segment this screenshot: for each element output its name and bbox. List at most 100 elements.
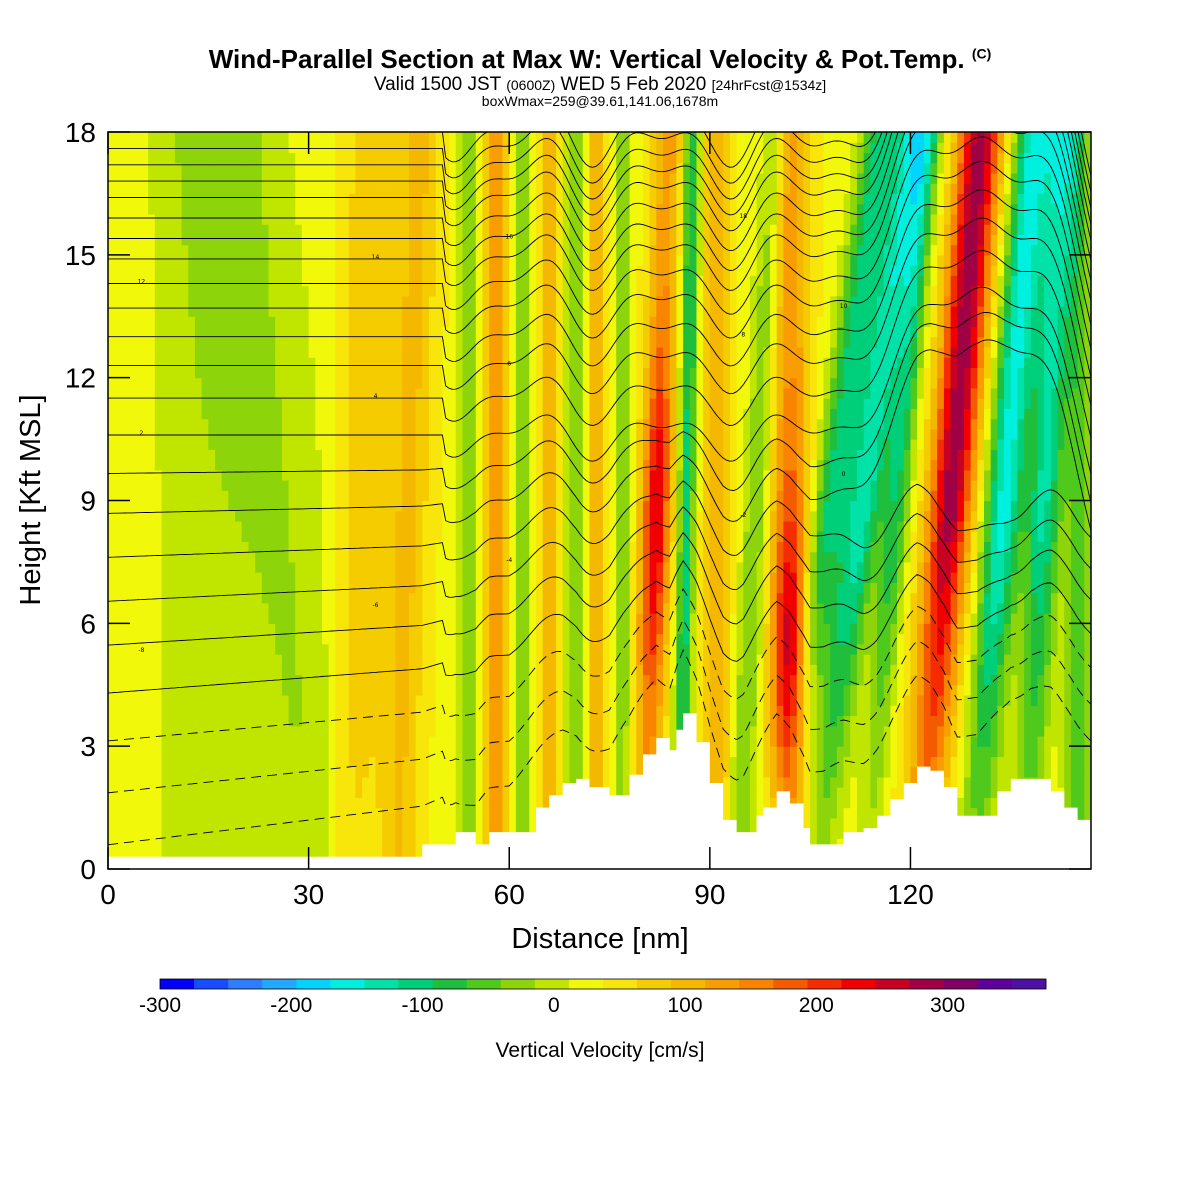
field-cell [255,572,263,583]
field-cell [449,203,457,215]
field-cell [415,193,423,205]
field-cell [154,224,163,235]
field-cell [515,183,524,195]
field-cell [154,408,163,420]
field-cell [208,561,216,573]
field-cell [502,746,510,758]
field-cell [261,224,270,235]
field-cell [174,561,183,573]
field-cell [235,428,243,440]
field-cell [408,490,417,502]
field-cell [201,285,209,297]
field-cell [214,582,223,594]
field-cell [141,459,149,471]
field-cell [422,377,430,389]
field-cell [308,459,316,471]
field-cell [141,387,149,399]
field-cell [402,715,410,727]
field-cell [235,224,243,235]
field-cell [141,541,149,553]
field-cell [509,664,517,676]
field-cell [255,265,263,276]
field-cell [368,531,377,543]
field-cell [121,735,129,747]
field-cell [161,848,169,860]
field-cell [422,203,430,215]
field-cell [315,244,323,256]
field-cell [342,725,350,737]
field-cell [221,561,229,573]
field-cell [562,480,571,491]
field-cell [455,367,464,379]
field-cell [241,469,250,481]
field-cell [342,265,350,276]
field-cell [342,531,350,543]
field-cell [181,346,189,358]
field-cell [368,490,377,502]
field-cell [335,797,343,809]
field-cell [194,828,203,839]
field-cell [168,480,176,491]
field-cell [469,469,477,481]
field-cell [395,172,403,184]
field-cell [375,387,383,399]
field-cell [275,428,283,440]
field-cell [415,306,423,317]
field-cell [221,674,229,686]
field-cell [308,336,316,348]
field-cell [248,664,256,676]
field-cell [335,224,343,235]
field-cell [255,735,263,747]
field-cell [134,776,143,788]
field-cell [455,193,464,205]
field-cell [348,213,357,225]
field-cell [408,828,417,839]
field-cell [275,254,283,266]
field-cell [556,336,564,348]
field-cell [134,848,143,860]
field-cell [395,336,403,348]
field-cell [342,520,350,532]
field-cell [415,807,423,819]
field-cell [308,193,316,205]
field-cell [168,510,176,522]
field-cell [315,684,323,696]
field-cell [368,449,377,461]
field-cell [502,510,510,522]
field-cell [161,531,169,543]
field-cell [148,838,156,850]
field-cell [141,183,149,195]
field-cell [281,664,290,676]
field-cell [509,316,517,328]
field-cell [201,234,209,246]
field-cell [161,561,169,573]
field-cell [268,735,276,747]
field-cell [275,551,283,563]
field-cell [328,561,336,573]
field-cell [342,705,350,717]
field-cell [315,234,323,246]
field-cell [348,848,357,860]
field-cell [221,449,229,461]
field-cell [288,224,296,235]
field-cell [248,152,256,164]
field-cell [489,787,497,798]
velocity-field [108,132,1091,869]
field-cell [141,480,149,491]
field-cell [415,633,423,645]
field-cell [402,162,410,174]
field-cell [121,152,129,164]
field-cell [462,613,470,624]
field-cell [355,428,363,440]
field-cell [208,275,216,287]
field-cell [482,838,490,850]
field-cell [509,265,517,276]
field-cell [174,295,183,307]
field-cell [208,132,216,143]
field-cell [375,357,383,369]
field-cell [214,244,223,256]
field-cell [248,244,256,256]
field-cell [241,193,250,205]
field-cell [194,172,203,184]
field-cell [288,480,296,491]
